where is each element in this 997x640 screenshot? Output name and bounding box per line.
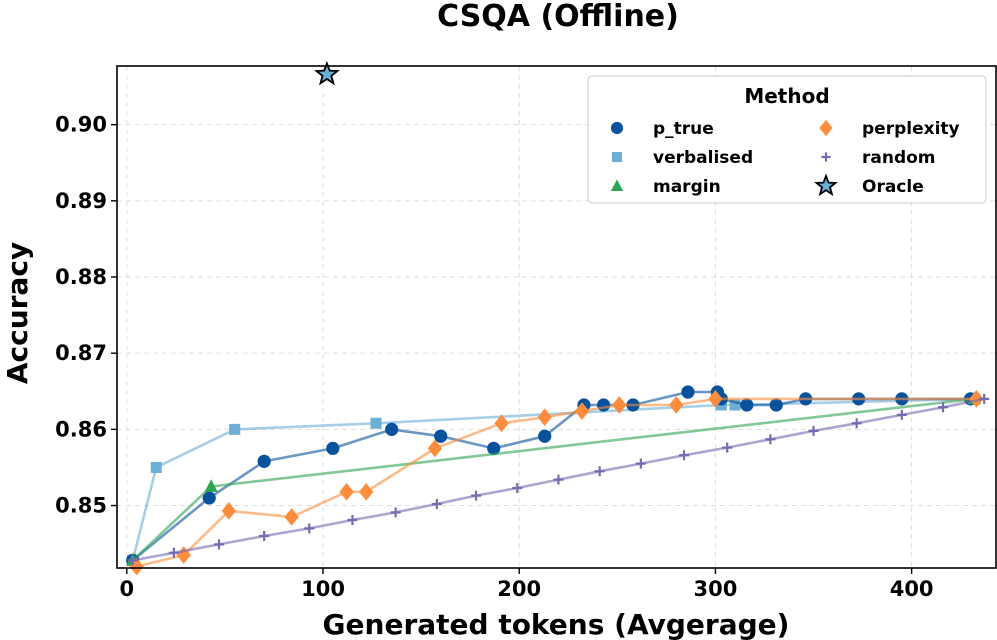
data-point [221, 502, 236, 520]
y-tick-label: 0.89 [55, 189, 107, 213]
legend-label: Oracle [862, 177, 924, 197]
chart-title: CSQA (Offline) [437, 0, 679, 34]
series-Oracle [314, 60, 340, 86]
legend-marker [821, 152, 831, 162]
x-axis-label: Generated tokens (Avgerage) [323, 608, 790, 640]
data-point [257, 454, 271, 468]
data-point [896, 409, 907, 420]
legend-marker [814, 173, 838, 197]
legend: Method p_true verbalised margin perplexity r… [587, 75, 987, 204]
data-point [229, 423, 241, 435]
data-point [612, 396, 627, 414]
data-point [359, 482, 374, 501]
data-point [370, 417, 382, 429]
data-point [314, 60, 340, 86]
legend-marker [610, 179, 624, 191]
data-point [538, 429, 552, 443]
y-tick-label: 0.87 [55, 341, 107, 365]
data-point [202, 491, 216, 505]
x-tick-label: 400 [890, 577, 934, 601]
legend-marker [819, 119, 833, 137]
data-point [979, 393, 990, 404]
data-point [808, 425, 819, 436]
data-point [434, 429, 448, 443]
legend-label: p_true [653, 119, 714, 139]
data-point [669, 396, 684, 414]
y-tick-label: 0.88 [55, 265, 107, 289]
legend-title: Method [744, 84, 829, 108]
legend-label: perplexity [862, 119, 960, 139]
data-point [635, 458, 646, 469]
data-point [969, 390, 984, 408]
series-line [136, 397, 977, 568]
legend-label: verbalised [653, 148, 753, 168]
data-point [390, 507, 401, 518]
data-point [708, 390, 723, 408]
data-point [204, 479, 218, 492]
data-point [553, 474, 564, 485]
y-tick-label: 0.90 [55, 113, 107, 137]
legend-item-p-true: p_true [610, 119, 714, 139]
data-point [537, 408, 552, 427]
legend-item-random: random [821, 148, 936, 168]
data-point [487, 441, 501, 456]
legend-item-margin: margin [610, 177, 721, 197]
data-point [339, 482, 354, 501]
data-point [574, 402, 590, 420]
y-tick-label: 0.85 [55, 494, 107, 518]
data-point [347, 515, 358, 526]
data-point [129, 557, 144, 576]
data-point [150, 461, 162, 473]
legend-marker [610, 121, 624, 135]
data-point [769, 398, 783, 412]
data-point [259, 531, 270, 542]
y-axis-label: Accuracy [1, 242, 34, 384]
data-point [938, 402, 949, 413]
data-point [679, 450, 690, 461]
ticks: 0 100 200 300 400 0.85 0.86 0.87 0.88 0.89 0.90 [55, 113, 933, 601]
data-point [385, 422, 399, 436]
legend-label: margin [653, 177, 721, 197]
x-tick-label: 300 [694, 577, 738, 601]
data-point [284, 508, 299, 526]
data-point [722, 442, 733, 453]
x-tick-label: 100 [301, 577, 345, 601]
data-point [729, 399, 741, 411]
data-point [851, 418, 862, 429]
data-point [594, 466, 605, 477]
data-point [427, 439, 443, 458]
data-point [168, 547, 179, 558]
data-point [740, 398, 754, 412]
data-point [494, 414, 509, 433]
data-point [214, 539, 225, 550]
x-tick-label: 0 [119, 577, 134, 601]
data-point [512, 483, 523, 494]
legend-item-verbalised: verbalised [611, 148, 753, 168]
data-point [127, 555, 138, 566]
legend-marker [611, 151, 623, 163]
series-layer [126, 60, 990, 576]
series-random [127, 393, 990, 566]
x-tick-label: 200 [497, 577, 541, 601]
data-point [326, 441, 340, 456]
data-point [431, 499, 442, 510]
legend-item-perplexity: perplexity [819, 119, 960, 139]
legend-box [587, 75, 987, 204]
data-point [471, 490, 482, 501]
y-tick-label: 0.86 [55, 417, 107, 441]
data-point [765, 434, 776, 445]
legend-item-Oracle: Oracle [814, 173, 924, 197]
legend-label: random [862, 148, 936, 168]
data-point [681, 385, 695, 399]
data-point [304, 523, 315, 534]
series-perplexity [129, 390, 984, 576]
plot-frame [116, 65, 997, 569]
